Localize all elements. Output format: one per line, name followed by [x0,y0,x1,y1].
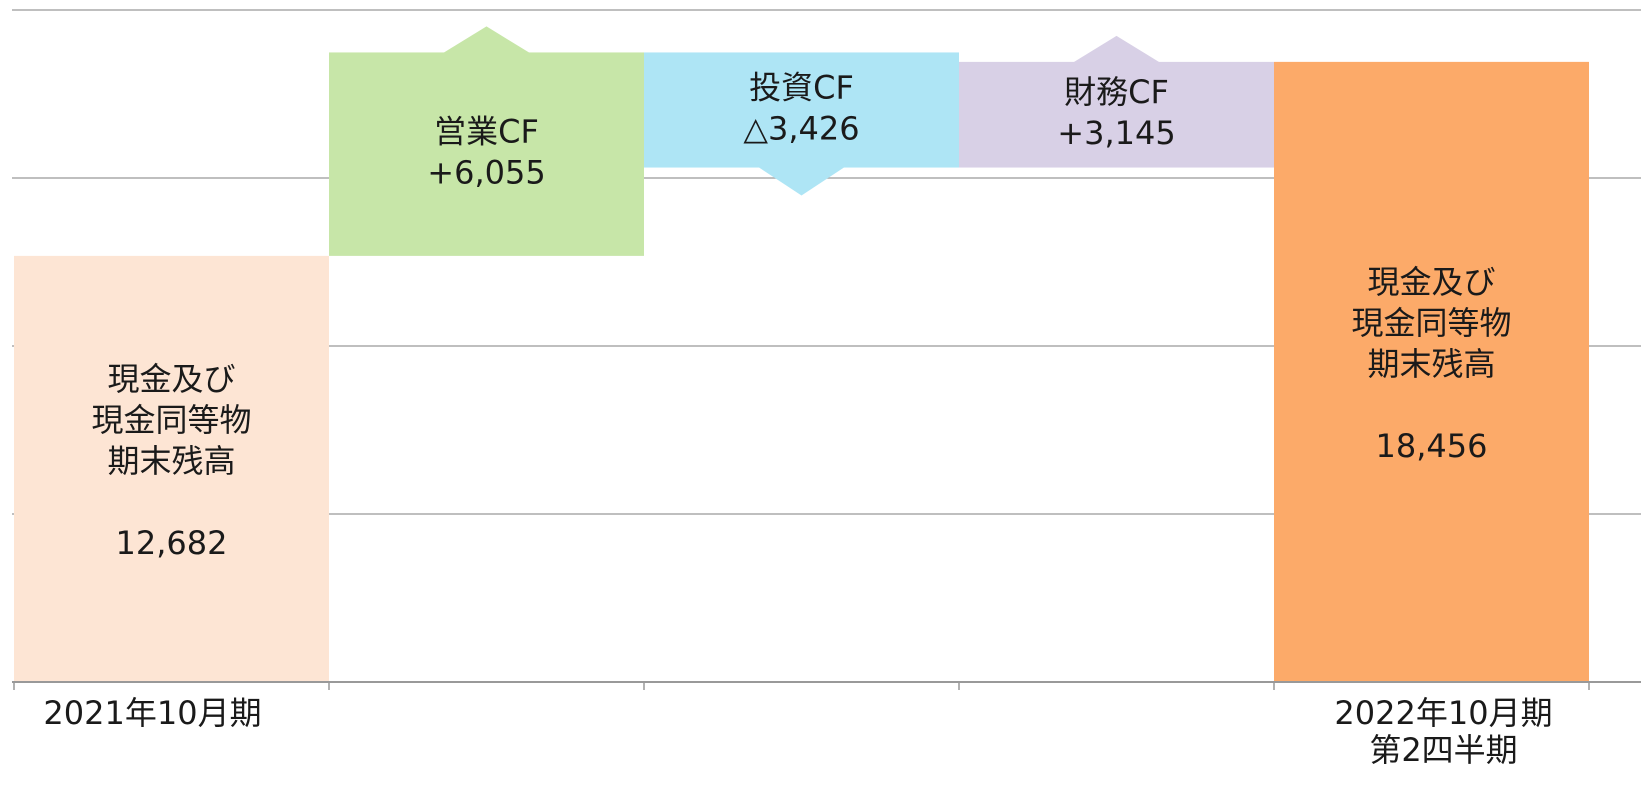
bar-label: 営業CF [434,113,539,151]
value-label: +6,055 [427,154,545,192]
value-label: △3,426 [743,109,859,147]
bar-label: 期末残高 [107,442,235,480]
value-label: +3,145 [1057,114,1175,152]
bar-pointer [1072,35,1161,63]
bar-label: 現金及び [107,360,235,398]
bar-pointer [442,26,531,54]
bar-label: 投資CF [749,68,854,106]
x-tick-label: 2022年10月期 [1334,694,1552,732]
bar-label: 財務CF [1064,73,1169,111]
bar [14,255,329,682]
bar [644,52,959,168]
bar [1274,61,1589,682]
bar [959,61,1274,168]
bar-label: 現金同等物 [1351,304,1511,342]
value-label: 12,682 [116,524,228,562]
bar-label: 期末残高 [1367,345,1495,383]
bar-pointer [757,166,846,196]
x-tick-label: 第2四半期 [1369,731,1517,769]
bar-label: 現金同等物 [91,401,251,439]
value-label: 18,456 [1376,427,1488,465]
x-tick-label: 2021年10月期 [43,694,261,732]
bar [329,52,644,256]
bar-label: 現金及び [1367,263,1495,301]
